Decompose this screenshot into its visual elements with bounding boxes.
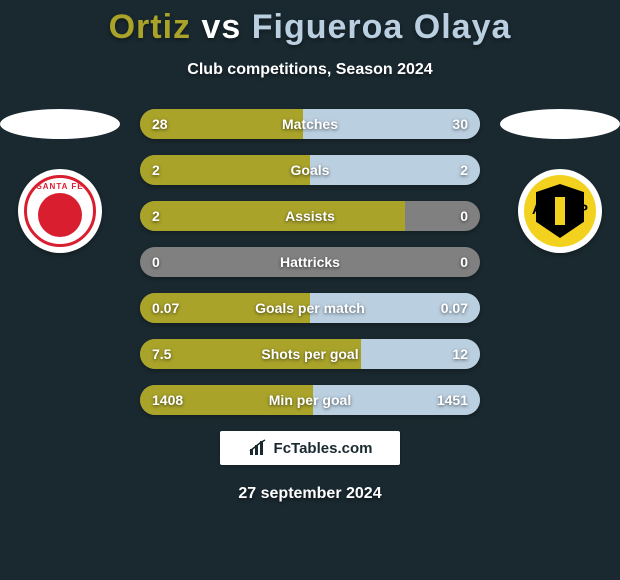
stat-value-right: 30 <box>452 109 468 139</box>
stat-row: 28Matches30 <box>140 109 480 139</box>
stat-row: 0Hattricks0 <box>140 247 480 277</box>
santa-fe-crest-icon: SANTA FE <box>24 175 96 247</box>
stat-label: Matches <box>140 109 480 139</box>
stat-row: 2Goals2 <box>140 155 480 185</box>
chart-icon <box>248 439 270 457</box>
stat-label: Shots per goal <box>140 339 480 369</box>
stat-label: Goals per match <box>140 293 480 323</box>
subtitle: Club competitions, Season 2024 <box>0 61 620 79</box>
stat-value-right: 1451 <box>437 385 468 415</box>
title-player-right: Figueroa Olaya <box>252 8 512 46</box>
player-right-headshot-placeholder <box>500 109 620 139</box>
stat-row: 0.07Goals per match0.07 <box>140 293 480 323</box>
club-badge-right: A P <box>518 169 602 253</box>
date-line: 27 september 2024 <box>0 485 620 503</box>
stat-value-right: 2 <box>460 155 468 185</box>
stat-value-right: 0.07 <box>441 293 468 323</box>
brand-box[interactable]: FcTables.com <box>220 431 400 465</box>
stat-value-right: 0 <box>460 247 468 277</box>
stats-column: 28Matches302Goals22Assists00Hattricks00.… <box>140 109 480 415</box>
club-badge-left: SANTA FE <box>18 169 102 253</box>
stat-row: 1408Min per goal1451 <box>140 385 480 415</box>
stat-value-right: 12 <box>452 339 468 369</box>
stat-label: Hattricks <box>140 247 480 277</box>
stat-row: 7.5Shots per goal12 <box>140 339 480 369</box>
page-title: Ortiz vs Figueroa Olaya <box>0 0 620 47</box>
brand-text: FcTables.com <box>274 440 373 457</box>
stat-value-right: 0 <box>460 201 468 231</box>
player-right-panel: A P <box>500 109 620 253</box>
stat-row: 2Assists0 <box>140 201 480 231</box>
stat-label: Goals <box>140 155 480 185</box>
stat-label: Min per goal <box>140 385 480 415</box>
player-left-headshot-placeholder <box>0 109 120 139</box>
stat-label: Assists <box>140 201 480 231</box>
title-player-left: Ortiz <box>109 8 191 46</box>
player-left-panel: SANTA FE <box>0 109 120 253</box>
content-area: SANTA FE A P 28Matches302Goals22Assists0… <box>0 109 620 503</box>
alianza-petrolera-crest-icon: A P <box>524 175 596 247</box>
title-vs: vs <box>191 8 252 46</box>
